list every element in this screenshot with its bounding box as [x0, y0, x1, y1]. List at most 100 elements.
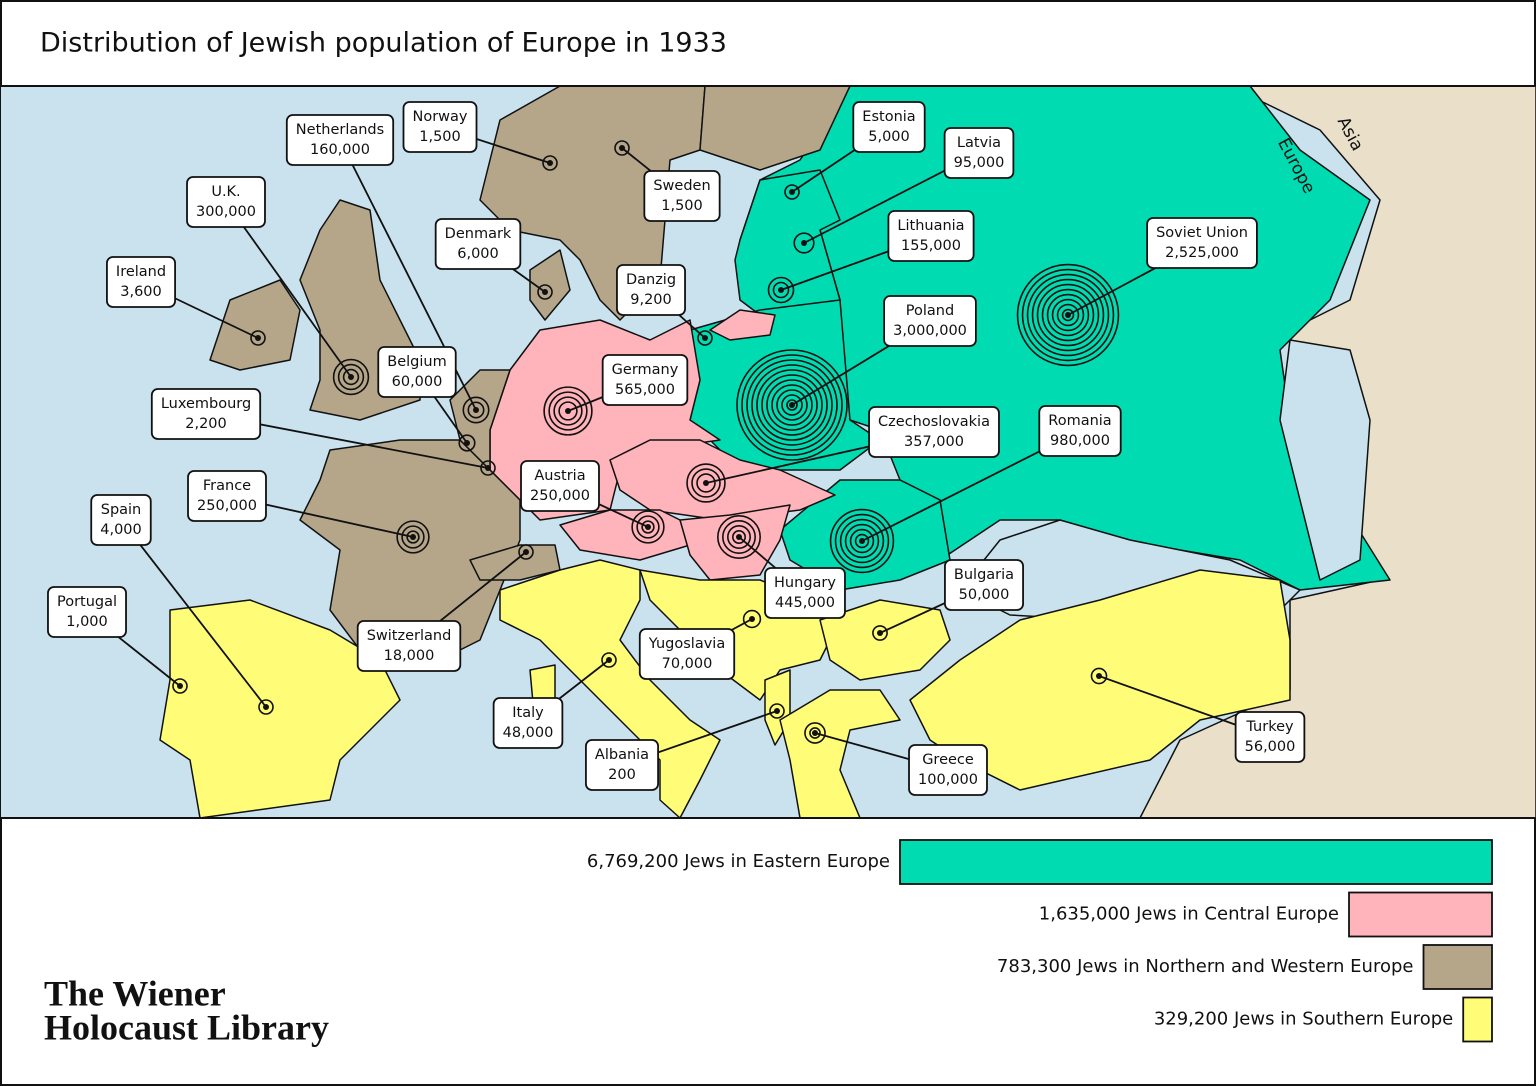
population-marker [332, 358, 370, 396]
marker-ring [804, 722, 826, 744]
marker-dot [645, 524, 651, 530]
marker-ring [553, 396, 583, 426]
population-marker [480, 460, 496, 476]
marker-ring [467, 401, 485, 419]
country-population: 160,000 [310, 142, 370, 158]
marker-ring [849, 528, 875, 554]
marker-ring [786, 399, 798, 411]
marker-dot [523, 549, 529, 555]
marker-ring [396, 520, 430, 554]
label-box: Italy 48,000 [492, 697, 564, 749]
legend: 6,769,200 Jews in Eastern Europe 1,635,00… [587, 839, 1493, 1043]
marker-ring [793, 232, 815, 254]
marker-dot [801, 240, 807, 246]
marker-dot [859, 538, 865, 544]
country-population: 18,000 [384, 648, 435, 664]
marker-ring [342, 368, 360, 386]
population-marker [1016, 263, 1120, 367]
greece [779, 689, 901, 819]
marker-ring [636, 515, 660, 539]
marker-ring [746, 359, 838, 451]
marker-ring [769, 703, 785, 719]
marker-ring [401, 525, 425, 549]
population-marker [767, 276, 795, 304]
label-background [1146, 217, 1258, 269]
country-population: 56,000 [1245, 739, 1296, 755]
marker-ring [1026, 273, 1110, 357]
east-prussia [709, 309, 776, 341]
label-box: Greece 100,000 [908, 744, 988, 796]
label-box: Spain 4,000 [90, 494, 152, 546]
marker-ring [756, 369, 828, 441]
country-name: Lithuania [897, 218, 964, 234]
population-marker [614, 140, 630, 156]
marker-dot [547, 160, 553, 166]
logo-line: Holocaust Library [44, 1007, 329, 1047]
denmark [529, 249, 571, 321]
country-name: Poland [906, 303, 954, 319]
country-name: Bulgaria [954, 567, 1014, 583]
marker-ring [784, 184, 800, 200]
label-background [356, 620, 462, 672]
marker-ring [543, 386, 593, 436]
country-population: 565,000 [615, 382, 675, 398]
marker-ring [631, 510, 665, 544]
marker-ring [697, 330, 713, 346]
label-box: Latvia 95,000 [943, 127, 1015, 179]
population-marker [784, 184, 800, 200]
label-background [150, 388, 262, 440]
population-marker [697, 330, 713, 346]
country-name: Turkey [1245, 719, 1294, 735]
population-marker [736, 349, 848, 461]
country-population: 250,000 [197, 498, 257, 514]
population-marker [631, 510, 665, 544]
marker-dot [255, 335, 261, 341]
label-background [585, 739, 659, 791]
marker-ring [480, 460, 496, 476]
marker-ring [767, 276, 795, 304]
country-name: Italy [512, 705, 544, 721]
population-marker [872, 625, 888, 641]
country-name: U.K. [211, 184, 240, 200]
marker-dot [1096, 673, 1102, 679]
marker-dot [464, 440, 470, 446]
label-background [638, 628, 736, 680]
marker-dot [778, 287, 784, 293]
country-population: 2,200 [185, 416, 227, 432]
legend-bar [1348, 891, 1493, 938]
callouts: U.K. 300,000 Ireland 3,600 Netherlands 160,00… [47, 101, 1306, 796]
population-marker [829, 508, 895, 574]
marker-ring [834, 513, 890, 569]
label-background [492, 697, 564, 749]
population-marker [543, 386, 593, 436]
population-marker [742, 609, 762, 629]
marker-dot [410, 534, 416, 540]
label-box: Estonia 5,000 [852, 101, 926, 153]
marker-ring [1036, 283, 1100, 347]
label-box: Romania 980,000 [1038, 405, 1122, 457]
legend-label: 1,635,000 Jews in Central Europe [1039, 904, 1339, 925]
label-box: Germany 565,000 [601, 354, 689, 406]
country-population: 4,000 [100, 522, 142, 538]
markers [172, 140, 1120, 744]
label-box: Bulgaria 50,000 [944, 559, 1024, 611]
marker-dot [789, 402, 795, 408]
country-name: Sweden [653, 178, 710, 194]
marker-dot [565, 408, 571, 414]
marker-ring [1061, 308, 1075, 322]
label-background [90, 494, 152, 546]
marker-dot [812, 730, 818, 736]
marker-ring [686, 463, 726, 503]
marker-dot [749, 616, 755, 622]
marker-ring [1090, 667, 1108, 685]
legend-label: 6,769,200 Jews in Eastern Europe [587, 851, 890, 872]
label-box: France 250,000 [187, 470, 267, 522]
country-population: 980,000 [1050, 433, 1110, 449]
label-box: Soviet Union 2,525,000 [1146, 217, 1258, 269]
population-marker [250, 330, 266, 346]
legend-label: 329,200 Jews in Southern Europe [1154, 1009, 1453, 1030]
country-name: Netherlands [296, 122, 384, 138]
marker-ring [518, 544, 534, 560]
label-box: Hungary 445,000 [764, 567, 846, 619]
